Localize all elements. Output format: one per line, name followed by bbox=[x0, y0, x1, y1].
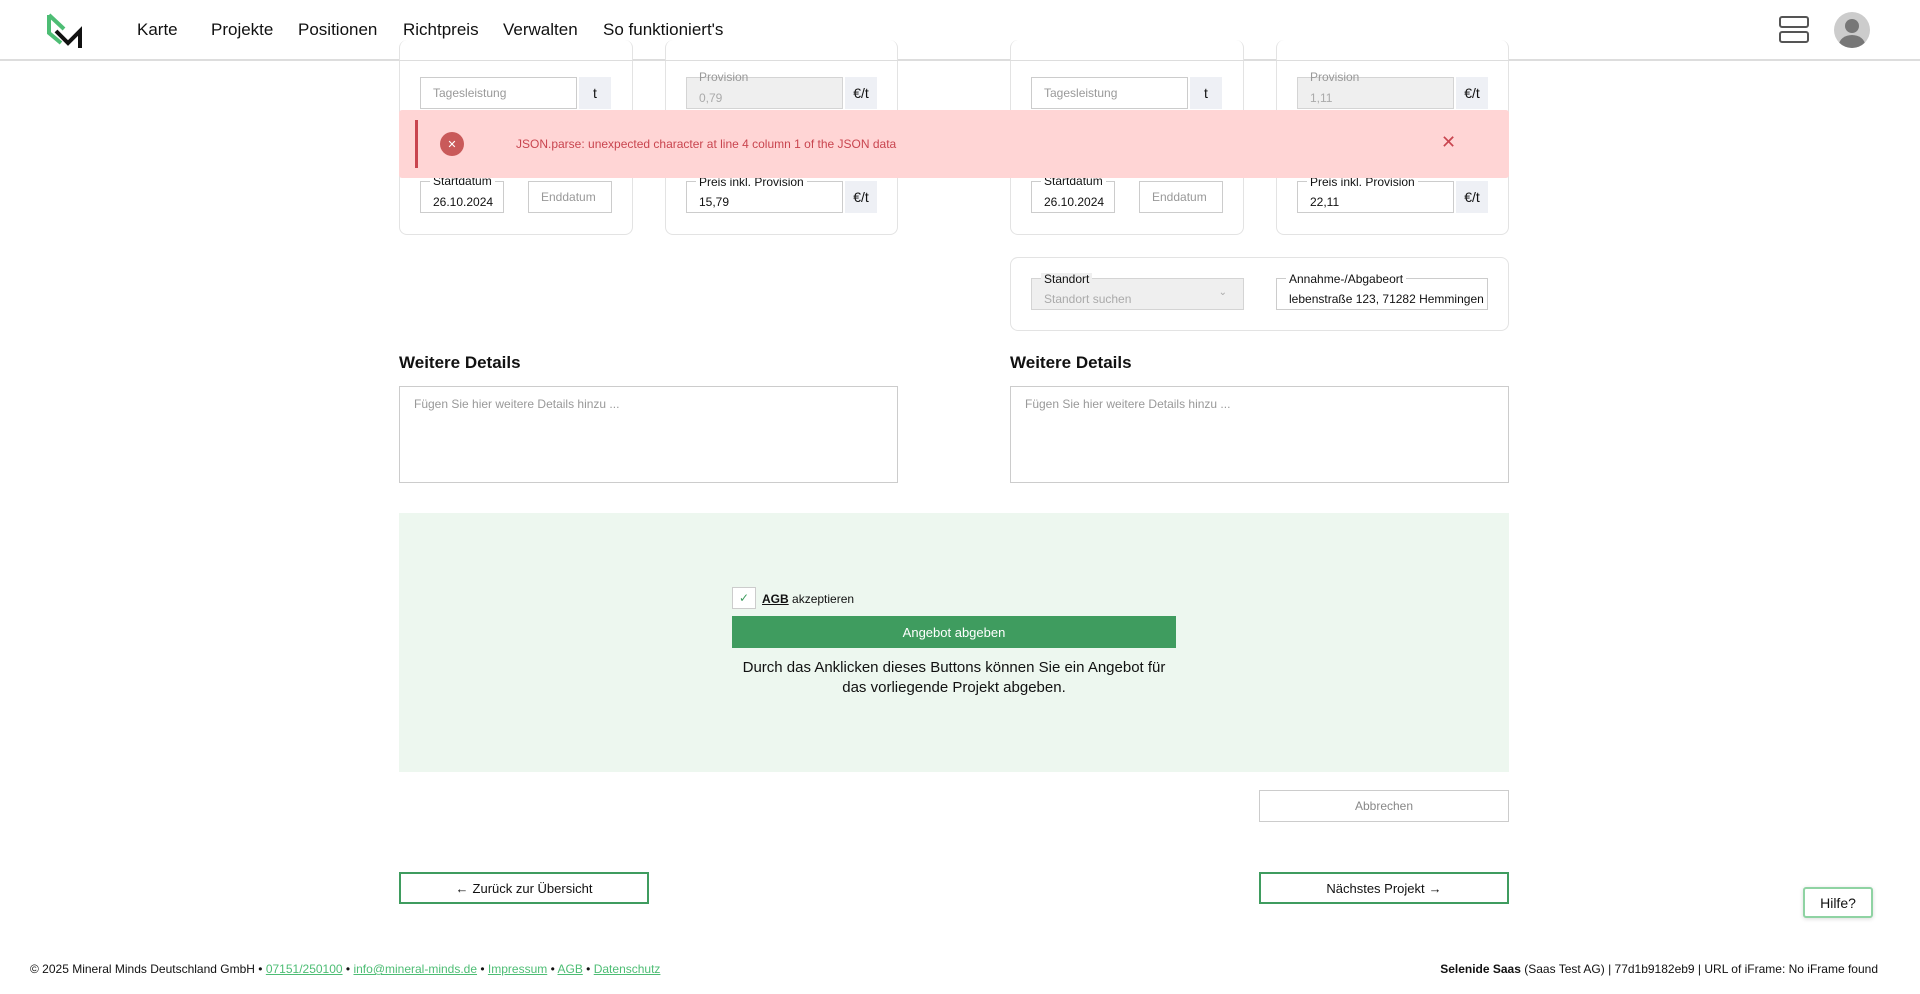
help-button[interactable]: Hilfe? bbox=[1803, 887, 1873, 918]
right-enddatum-input[interactable]: Enddatum bbox=[1139, 181, 1223, 213]
value: 22,11 bbox=[1310, 195, 1340, 209]
datenschutz-link[interactable]: Datenschutz bbox=[593, 962, 661, 976]
unit-label: t bbox=[579, 77, 611, 109]
value: 15,79 bbox=[699, 195, 730, 209]
agb-footer-link[interactable]: AGB bbox=[557, 962, 583, 976]
left-details-heading: Weitere Details bbox=[399, 353, 521, 372]
unit-label: €/t bbox=[845, 181, 877, 213]
close-icon[interactable]: ✕ bbox=[1441, 132, 1457, 152]
chevron-down-icon: ⌄ bbox=[1218, 287, 1227, 298]
nav-richtpreis[interactable]: Richtpreis bbox=[403, 20, 479, 39]
provision-label: Provision bbox=[699, 70, 749, 84]
placeholder: Tagesleistung bbox=[1044, 86, 1118, 100]
footer-right: Selenide Saas (Saas Test AG) | 77d1b9182… bbox=[1440, 962, 1878, 976]
left-tagesleistung-input[interactable]: Tagesleistung bbox=[420, 77, 577, 109]
placeholder: Enddatum bbox=[1152, 190, 1207, 204]
top-nav: Karte Projekte Positionen Richtpreis Ver… bbox=[0, 0, 1920, 60]
startdatum-label: Startdatum bbox=[1041, 175, 1106, 187]
nav-karte[interactable]: Karte bbox=[137, 20, 178, 39]
startdatum-label: Startdatum bbox=[430, 175, 495, 187]
left-enddatum-input[interactable]: Enddatum bbox=[528, 181, 612, 213]
app-name: Selenide Saas bbox=[1440, 962, 1521, 976]
standort-label: Standort bbox=[1041, 273, 1093, 285]
error-icon: ✕ bbox=[440, 132, 464, 156]
placeholder: Enddatum bbox=[541, 190, 596, 204]
placeholder: Standort suchen bbox=[1044, 292, 1132, 306]
email-link[interactable]: info@mineral-minds.de bbox=[353, 962, 478, 976]
error-message: JSON.parse: unexpected character at line… bbox=[516, 137, 897, 151]
submit-offer-button[interactable]: Angebot abgeben bbox=[732, 616, 1176, 648]
offer-panel: ✓ AGB akzeptieren Angebot abgeben Durch … bbox=[399, 513, 1509, 772]
cancel-button[interactable]: Abbrechen bbox=[1259, 790, 1509, 822]
unit-label: €/t bbox=[845, 77, 877, 109]
value: 26.10.2024 bbox=[433, 195, 494, 209]
value: 0,79 bbox=[699, 91, 723, 105]
mineral-minds-logo[interactable] bbox=[46, 13, 84, 49]
nav-so-funktionierts[interactable]: So funktioniert's bbox=[603, 20, 724, 39]
agb-checkbox[interactable]: ✓ bbox=[732, 587, 756, 609]
right-provision-input: 1,11 bbox=[1297, 77, 1454, 109]
arrow-right-icon: → bbox=[1428, 880, 1442, 896]
back-to-overview-button[interactable]: ← Zurück zur Übersicht bbox=[399, 872, 649, 904]
phone-link[interactable]: 07151/250100 bbox=[265, 962, 343, 976]
nav-verwalten[interactable]: Verwalten bbox=[503, 20, 578, 39]
right-details-textarea[interactable]: Fügen Sie hier weitere Details hinzu ... bbox=[1010, 386, 1509, 483]
avatar[interactable] bbox=[1834, 12, 1870, 48]
value: 1,11 bbox=[1310, 91, 1333, 105]
sep: • bbox=[480, 962, 485, 976]
left-details-textarea[interactable]: Fügen Sie hier weitere Details hinzu ... bbox=[399, 386, 898, 483]
right-details-heading: Weitere Details bbox=[1010, 353, 1132, 372]
placeholder: Tagesleistung bbox=[433, 86, 507, 100]
agb-link[interactable]: AGB bbox=[762, 592, 789, 606]
unit-label: €/t bbox=[1456, 181, 1488, 213]
offer-note: Durch das Anklicken dieses Buttons könne… bbox=[742, 659, 1166, 696]
left-provision-input: 0,79 bbox=[686, 77, 843, 109]
label: Nächstes Projekt bbox=[1326, 880, 1425, 896]
label: Zurück zur Übersicht bbox=[472, 880, 593, 896]
sep: • bbox=[586, 962, 591, 976]
next-project-button[interactable]: Nächstes Projekt → bbox=[1259, 872, 1509, 904]
preis-label: Preis inkl. Provision bbox=[696, 176, 807, 188]
preis-label: Preis inkl. Provision bbox=[1307, 176, 1418, 188]
unit-label: €/t bbox=[1456, 77, 1488, 109]
footer-left: © 2025 Mineral Minds Deutschland GmbH • … bbox=[30, 962, 660, 976]
arrow-left-icon: ← bbox=[455, 880, 469, 896]
value: lebenstraße 123, 71282 Hemmingen bbox=[1289, 292, 1484, 306]
sep: • bbox=[345, 962, 351, 976]
accept-text: akzeptieren bbox=[792, 592, 855, 606]
nav-projekte[interactable]: Projekte bbox=[211, 20, 274, 39]
error-banner: ✕ JSON.parse: unexpected character at li… bbox=[399, 110, 1509, 178]
copyright: © 2025 Mineral Minds Deutschland GmbH • bbox=[30, 962, 263, 976]
sep: • bbox=[550, 962, 555, 976]
value: 26.10.2024 bbox=[1044, 195, 1105, 209]
server-icon[interactable] bbox=[1779, 16, 1809, 44]
nav-positionen[interactable]: Positionen bbox=[298, 20, 378, 39]
impressum-link[interactable]: Impressum bbox=[487, 962, 548, 976]
agb-label: AGB akzeptieren bbox=[762, 592, 854, 606]
provision-label: Provision bbox=[1310, 70, 1360, 84]
build-info: (Saas Test AG) | 77d1b9182eb9 | URL of i… bbox=[1524, 962, 1878, 976]
right-tagesleistung-input[interactable]: Tagesleistung bbox=[1031, 77, 1188, 109]
ort-label: Annahme-/Abgabeort bbox=[1286, 273, 1407, 285]
unit-label: t bbox=[1190, 77, 1222, 109]
